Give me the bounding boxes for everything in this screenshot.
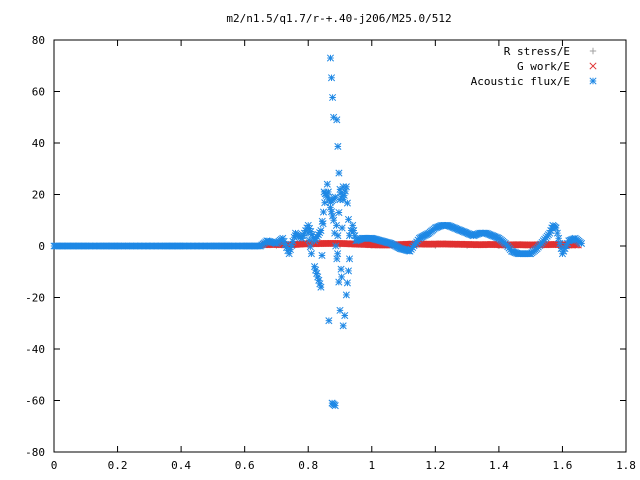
x-tick-label: 0	[51, 459, 58, 472]
y-tick-label: 60	[32, 86, 45, 99]
data-point	[304, 229, 312, 237]
data-point	[307, 250, 315, 258]
data-point	[332, 242, 340, 250]
data-point	[319, 208, 328, 216]
data-point	[337, 265, 345, 273]
data-point	[333, 116, 341, 124]
y-tick-label: 40	[32, 137, 45, 150]
x-tick-label: 0.8	[298, 459, 318, 472]
x-tick-label: 0.6	[235, 459, 255, 472]
data-point	[339, 183, 347, 191]
data-point	[327, 208, 336, 216]
data-point	[332, 221, 340, 229]
data-point	[342, 291, 350, 299]
data-point	[335, 208, 343, 217]
legend-marker	[589, 77, 597, 85]
data-point	[288, 241, 296, 250]
data-point	[319, 220, 327, 228]
data-point	[345, 232, 354, 240]
data-point	[325, 317, 333, 325]
legend-label: G work/E	[517, 60, 570, 73]
data-point	[330, 216, 338, 224]
legend-marker	[589, 62, 597, 70]
data-point	[344, 215, 353, 223]
data-point	[555, 234, 563, 242]
y-tick-label: 80	[32, 34, 45, 47]
data-point	[334, 232, 342, 240]
data-point	[323, 193, 331, 201]
chart-title: m2/n1.5/q1.7/r-+.40-j206/M25.0/512	[226, 12, 451, 25]
data-point	[336, 306, 344, 314]
data-point	[318, 251, 326, 259]
x-tick-label: 0.2	[108, 459, 128, 472]
data-point	[335, 278, 343, 286]
data-point	[298, 234, 306, 242]
y-tick-label: 0	[38, 240, 45, 253]
legend-label: R stress/E	[504, 45, 570, 58]
data-point	[552, 224, 560, 232]
data-point	[317, 226, 325, 235]
data-point	[289, 237, 297, 245]
x-tick-label: 1.4	[489, 459, 509, 472]
y-tick-label: 20	[32, 189, 45, 202]
data-point	[323, 180, 331, 188]
data-point	[336, 196, 344, 204]
data-point	[350, 226, 358, 235]
data-point	[327, 74, 336, 82]
data-point	[343, 199, 351, 207]
data-point	[339, 322, 347, 330]
series-layer	[50, 54, 586, 410]
data-point	[553, 229, 561, 237]
y-tick-label: -80	[25, 446, 45, 459]
x-tick-label: 1.2	[425, 459, 445, 472]
ticks: 0 0.2 0.4 0.6 0.8 1 1.2 1.4 1.6 1.8 80 60 40 20 0 -20 -4…	[25, 34, 636, 472]
legend-marker	[589, 47, 597, 55]
legend-label: Acoustic flux/E	[471, 75, 570, 88]
data-point	[317, 283, 325, 291]
y-tick-label: -60	[25, 395, 45, 408]
data-point	[306, 243, 314, 251]
x-tick-label: 0.4	[171, 459, 191, 472]
data-point	[285, 250, 293, 258]
legend: R stress/E G work/E Acoustic flux/E	[471, 45, 597, 88]
data-point	[326, 54, 335, 62]
data-point	[316, 280, 324, 288]
data-point	[321, 199, 329, 207]
data-point	[345, 255, 354, 263]
y-tick-label: -40	[25, 343, 45, 356]
data-point	[329, 212, 337, 220]
data-point	[335, 169, 343, 177]
data-point	[305, 236, 313, 244]
data-point	[334, 142, 342, 150]
x-tick-label: 1.8	[616, 459, 636, 472]
data-point	[291, 232, 300, 240]
data-point	[338, 224, 346, 232]
series-acoustic-flux-e	[50, 54, 586, 410]
data-point	[344, 267, 353, 275]
data-point	[331, 402, 339, 410]
data-point	[331, 193, 339, 201]
x-tick-label: 1.6	[553, 459, 573, 472]
data-point	[343, 279, 351, 287]
data-point	[286, 246, 294, 254]
y-tick-label: -20	[25, 292, 45, 305]
data-point	[329, 93, 337, 102]
data-point	[577, 239, 586, 247]
data-point	[334, 250, 342, 258]
x-tick-label: 1	[368, 459, 375, 472]
